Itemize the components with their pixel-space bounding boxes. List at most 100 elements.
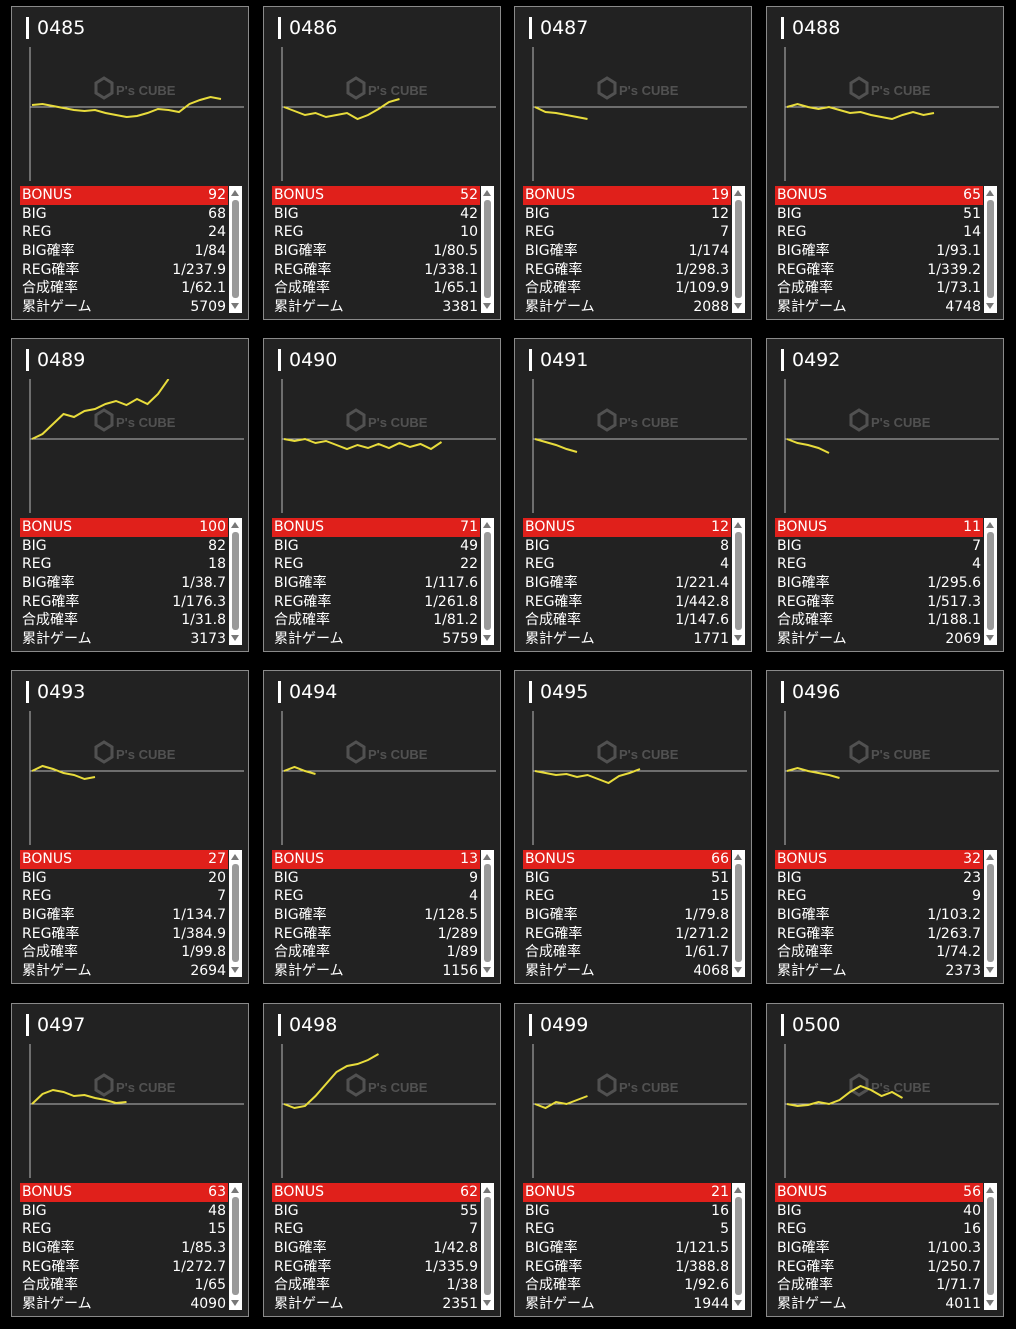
stats-scrollbar[interactable] [984, 518, 997, 645]
scroll-up-arrow-icon[interactable] [986, 1187, 994, 1193]
scroll-thumb[interactable] [232, 200, 239, 298]
machine-card-0500[interactable]: 0500 P's CUBE BONUS 56 BIG 40 REG 16 BIG確率 1… [766, 1003, 1004, 1317]
scroll-up-arrow-icon[interactable] [734, 1187, 742, 1193]
scroll-thumb[interactable] [987, 864, 994, 962]
stats-scrollbar[interactable] [229, 850, 242, 977]
scroll-up-arrow-icon[interactable] [734, 522, 742, 528]
machine-card-0491[interactable]: 0491 P's CUBE BONUS 12 BIG 8 REG 4 BIG確率 1/2… [514, 338, 752, 652]
scroll-up-arrow-icon[interactable] [986, 522, 994, 528]
scroll-up-arrow-icon[interactable] [986, 854, 994, 860]
reg-rate-row: REG確率 1/289 [272, 925, 480, 944]
scroll-thumb[interactable] [232, 864, 239, 962]
machine-card-0489[interactable]: 0489 P's CUBE BONUS 100 BIG 82 REG 18 BIG確率… [11, 338, 249, 652]
scroll-up-arrow-icon[interactable] [734, 190, 742, 196]
games-row: 累計ゲーム 1944 [523, 1295, 731, 1314]
scroll-thumb[interactable] [484, 200, 491, 298]
scroll-thumb[interactable] [735, 200, 742, 298]
bonus-label: BONUS [274, 187, 324, 203]
scroll-up-arrow-icon[interactable] [483, 854, 491, 860]
stats-scrollbar[interactable] [229, 518, 242, 645]
total-rate-row: 合成確率 1/74.2 [775, 943, 983, 962]
bonus-row: BONUS 19 [523, 186, 731, 205]
scroll-down-arrow-icon[interactable] [734, 1300, 742, 1306]
scroll-down-arrow-icon[interactable] [734, 635, 742, 641]
scroll-thumb[interactable] [735, 532, 742, 630]
scroll-down-arrow-icon[interactable] [483, 635, 491, 641]
scroll-down-arrow-icon[interactable] [986, 635, 994, 641]
total_rate-label: 合成確率 [525, 944, 581, 961]
stats-scrollbar[interactable] [984, 1183, 997, 1310]
reg_rate-value: 1/335.9 [424, 1258, 478, 1275]
machine-card-0495[interactable]: 0495 P's CUBE BONUS 66 BIG 51 REG 15 BIG確率 1… [514, 670, 752, 984]
scroll-down-arrow-icon[interactable] [483, 1300, 491, 1306]
stats-scrollbar[interactable] [984, 186, 997, 313]
stats-scrollbar[interactable] [732, 1183, 745, 1310]
machine-card-0492[interactable]: 0492 P's CUBE BONUS 11 BIG 7 REG 4 BIG確率 1/2… [766, 338, 1004, 652]
big-rate-row: BIG確率 1/100.3 [775, 1239, 983, 1258]
scroll-thumb[interactable] [232, 1197, 239, 1295]
scroll-up-arrow-icon[interactable] [986, 190, 994, 196]
stats-table: BONUS 19 BIG 12 REG 7 BIG確率 1/174 REG確率 1/298… [523, 186, 731, 317]
scroll-thumb[interactable] [484, 1197, 491, 1295]
stats-scrollbar[interactable] [481, 850, 494, 977]
machine-card-0486[interactable]: 0486 P's CUBE BONUS 52 BIG 42 REG 10 BIG確率 1… [263, 6, 501, 320]
machine-card-0485[interactable]: 0485 P's CUBE BONUS 92 BIG 68 REG 24 BIG確率 1… [11, 6, 249, 320]
scroll-thumb[interactable] [484, 864, 491, 962]
stats-scrollbar[interactable] [984, 850, 997, 977]
big-value: 51 [963, 205, 981, 222]
scroll-thumb[interactable] [987, 200, 994, 298]
big-row: BIG 8 [523, 537, 731, 556]
stats-scrollbar[interactable] [481, 1183, 494, 1310]
big-value: 7 [972, 537, 981, 554]
games-row: 累計ゲーム 3381 [272, 298, 480, 317]
scroll-thumb[interactable] [987, 1197, 994, 1295]
scroll-down-arrow-icon[interactable] [986, 967, 994, 973]
scroll-up-arrow-icon[interactable] [483, 190, 491, 196]
scroll-down-arrow-icon[interactable] [483, 303, 491, 309]
machine-card-0490[interactable]: 0490 P's CUBE BONUS 71 BIG 49 REG 22 BIG確率 1… [263, 338, 501, 652]
machine-card-0494[interactable]: 0494 P's CUBE BONUS 13 BIG 9 REG 4 BIG確率 1/1… [263, 670, 501, 984]
scroll-up-arrow-icon[interactable] [483, 1187, 491, 1193]
slump-line [31, 379, 170, 440]
scroll-up-arrow-icon[interactable] [231, 190, 239, 196]
machine-card-0499[interactable]: 0499 P's CUBE BONUS 21 BIG 16 REG 5 BIG確率 1/… [514, 1003, 752, 1317]
scroll-up-arrow-icon[interactable] [231, 522, 239, 528]
scroll-thumb[interactable] [735, 864, 742, 962]
stats-scrollbar[interactable] [732, 518, 745, 645]
scroll-up-arrow-icon[interactable] [734, 854, 742, 860]
reg-value: 7 [469, 1221, 478, 1238]
machine-card-0487[interactable]: 0487 P's CUBE BONUS 19 BIG 12 REG 7 BIG確率 1/… [514, 6, 752, 320]
scroll-up-arrow-icon[interactable] [231, 854, 239, 860]
scroll-thumb[interactable] [484, 532, 491, 630]
scroll-down-arrow-icon[interactable] [986, 303, 994, 309]
big-row: BIG 55 [272, 1202, 480, 1221]
big-label: BIG [525, 537, 550, 554]
scroll-down-arrow-icon[interactable] [231, 1300, 239, 1306]
machine-card-0488[interactable]: 0488 P's CUBE BONUS 65 BIG 51 REG 14 BIG確率 1… [766, 6, 1004, 320]
stats-scrollbar[interactable] [229, 1183, 242, 1310]
stats-scrollbar[interactable] [229, 186, 242, 313]
stats-scrollbar[interactable] [481, 186, 494, 313]
stats-scrollbar[interactable] [732, 186, 745, 313]
stats-scrollbar[interactable] [732, 850, 745, 977]
scroll-down-arrow-icon[interactable] [231, 967, 239, 973]
scroll-down-arrow-icon[interactable] [986, 1300, 994, 1306]
scroll-down-arrow-icon[interactable] [734, 967, 742, 973]
machine-card-0496[interactable]: 0496 P's CUBE BONUS 32 BIG 23 REG 9 BIG確率 1/… [766, 670, 1004, 984]
bonus-label: BONUS [22, 1184, 72, 1200]
big-value: 40 [963, 1202, 981, 1219]
stats-scrollbar[interactable] [481, 518, 494, 645]
scroll-up-arrow-icon[interactable] [231, 1187, 239, 1193]
machine-card-0497[interactable]: 0497 P's CUBE BONUS 63 BIG 48 REG 15 BIG確率 1… [11, 1003, 249, 1317]
scroll-down-arrow-icon[interactable] [734, 303, 742, 309]
scroll-thumb[interactable] [987, 532, 994, 630]
scroll-down-arrow-icon[interactable] [483, 967, 491, 973]
scroll-thumb[interactable] [232, 532, 239, 630]
scroll-down-arrow-icon[interactable] [231, 635, 239, 641]
reg-rate-row: REG確率 1/338.1 [272, 261, 480, 280]
machine-card-0493[interactable]: 0493 P's CUBE BONUS 27 BIG 20 REG 7 BIG確率 1/… [11, 670, 249, 984]
scroll-up-arrow-icon[interactable] [483, 522, 491, 528]
scroll-thumb[interactable] [735, 1197, 742, 1295]
machine-card-0498[interactable]: 0498 P's CUBE BONUS 62 BIG 55 REG 7 BIG確率 1/… [263, 1003, 501, 1317]
scroll-down-arrow-icon[interactable] [231, 303, 239, 309]
